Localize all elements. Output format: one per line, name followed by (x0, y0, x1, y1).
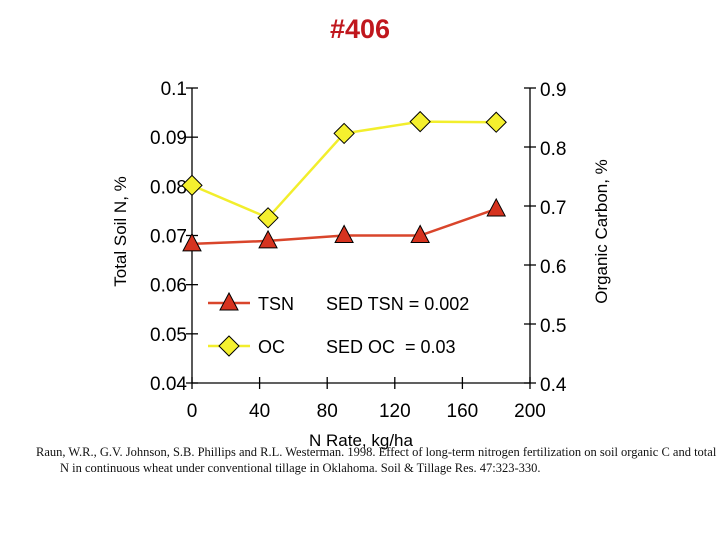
legend-oc-label: OC (258, 337, 285, 357)
citation: Raun, W.R., G.V. Johnson, S.B. Phillips … (36, 445, 717, 475)
sed-oc-annotation: SED OC = 0.03 (326, 337, 456, 357)
y-tick-label: 0.04 (150, 374, 187, 395)
x-tick-label: 120 (379, 401, 411, 422)
chart-legend: TSN OC (208, 291, 294, 357)
y-tick-label: 0.08 (150, 177, 187, 198)
y-tick-label: 0.07 (150, 227, 187, 248)
tsn-marker (334, 224, 354, 243)
tsn-marker (486, 197, 507, 217)
y2-tick-label: 0.6 (540, 257, 566, 278)
y2-tick-label: 0.4 (540, 375, 567, 396)
x-axis-title: N Rate, kg/ha (309, 431, 413, 450)
legend-oc-marker (218, 335, 240, 357)
slide-title: #406 (329, 14, 391, 44)
tsn-marker (182, 232, 202, 252)
y2-tick-label: 0.9 (540, 80, 566, 101)
x-tick-label: 40 (249, 401, 270, 422)
legend-tsn-marker (219, 291, 239, 311)
y-tick-label: 0.1 (161, 79, 187, 100)
oc-marker (181, 174, 203, 197)
y-tick-label: 0.06 (150, 276, 187, 297)
y-tick-label: 0.09 (150, 128, 187, 149)
oc-marker (485, 111, 507, 133)
chart-ticks: 0.04 0.05 0.06 0.07 0.08 0.09 0.1 0.4 0.5 0.6 0.7 0… (150, 79, 567, 422)
y2-tick-label: 0.5 (540, 316, 566, 337)
y-tick-label: 0.05 (150, 325, 187, 346)
x-tick-label: 0 (187, 401, 198, 422)
sed-tsn-annotation: SED TSN = 0.002 (326, 294, 469, 314)
legend-tsn-label: TSN (258, 294, 294, 314)
y-axis-title: Total Soil N, % (111, 176, 130, 287)
x-tick-label: 200 (514, 401, 546, 422)
x-tick-label: 80 (317, 401, 338, 422)
y2-tick-label: 0.8 (540, 139, 566, 160)
oc-marker (409, 110, 431, 133)
y2-axis-title: Organic Carbon, % (592, 159, 611, 304)
oc-marker (257, 207, 279, 229)
tsn-marker (410, 224, 430, 243)
chart-annotations: SED TSN = 0.002 SED OC = 0.03 (326, 294, 469, 357)
tsn-marker (258, 229, 278, 249)
chart-axis-titles: N Rate, kg/ha Total Soil N, % Organic Carb… (111, 159, 611, 450)
y2-tick-label: 0.7 (540, 198, 566, 219)
x-tick-label: 160 (447, 401, 479, 422)
chart-series (181, 110, 507, 252)
oc-marker (333, 122, 355, 145)
